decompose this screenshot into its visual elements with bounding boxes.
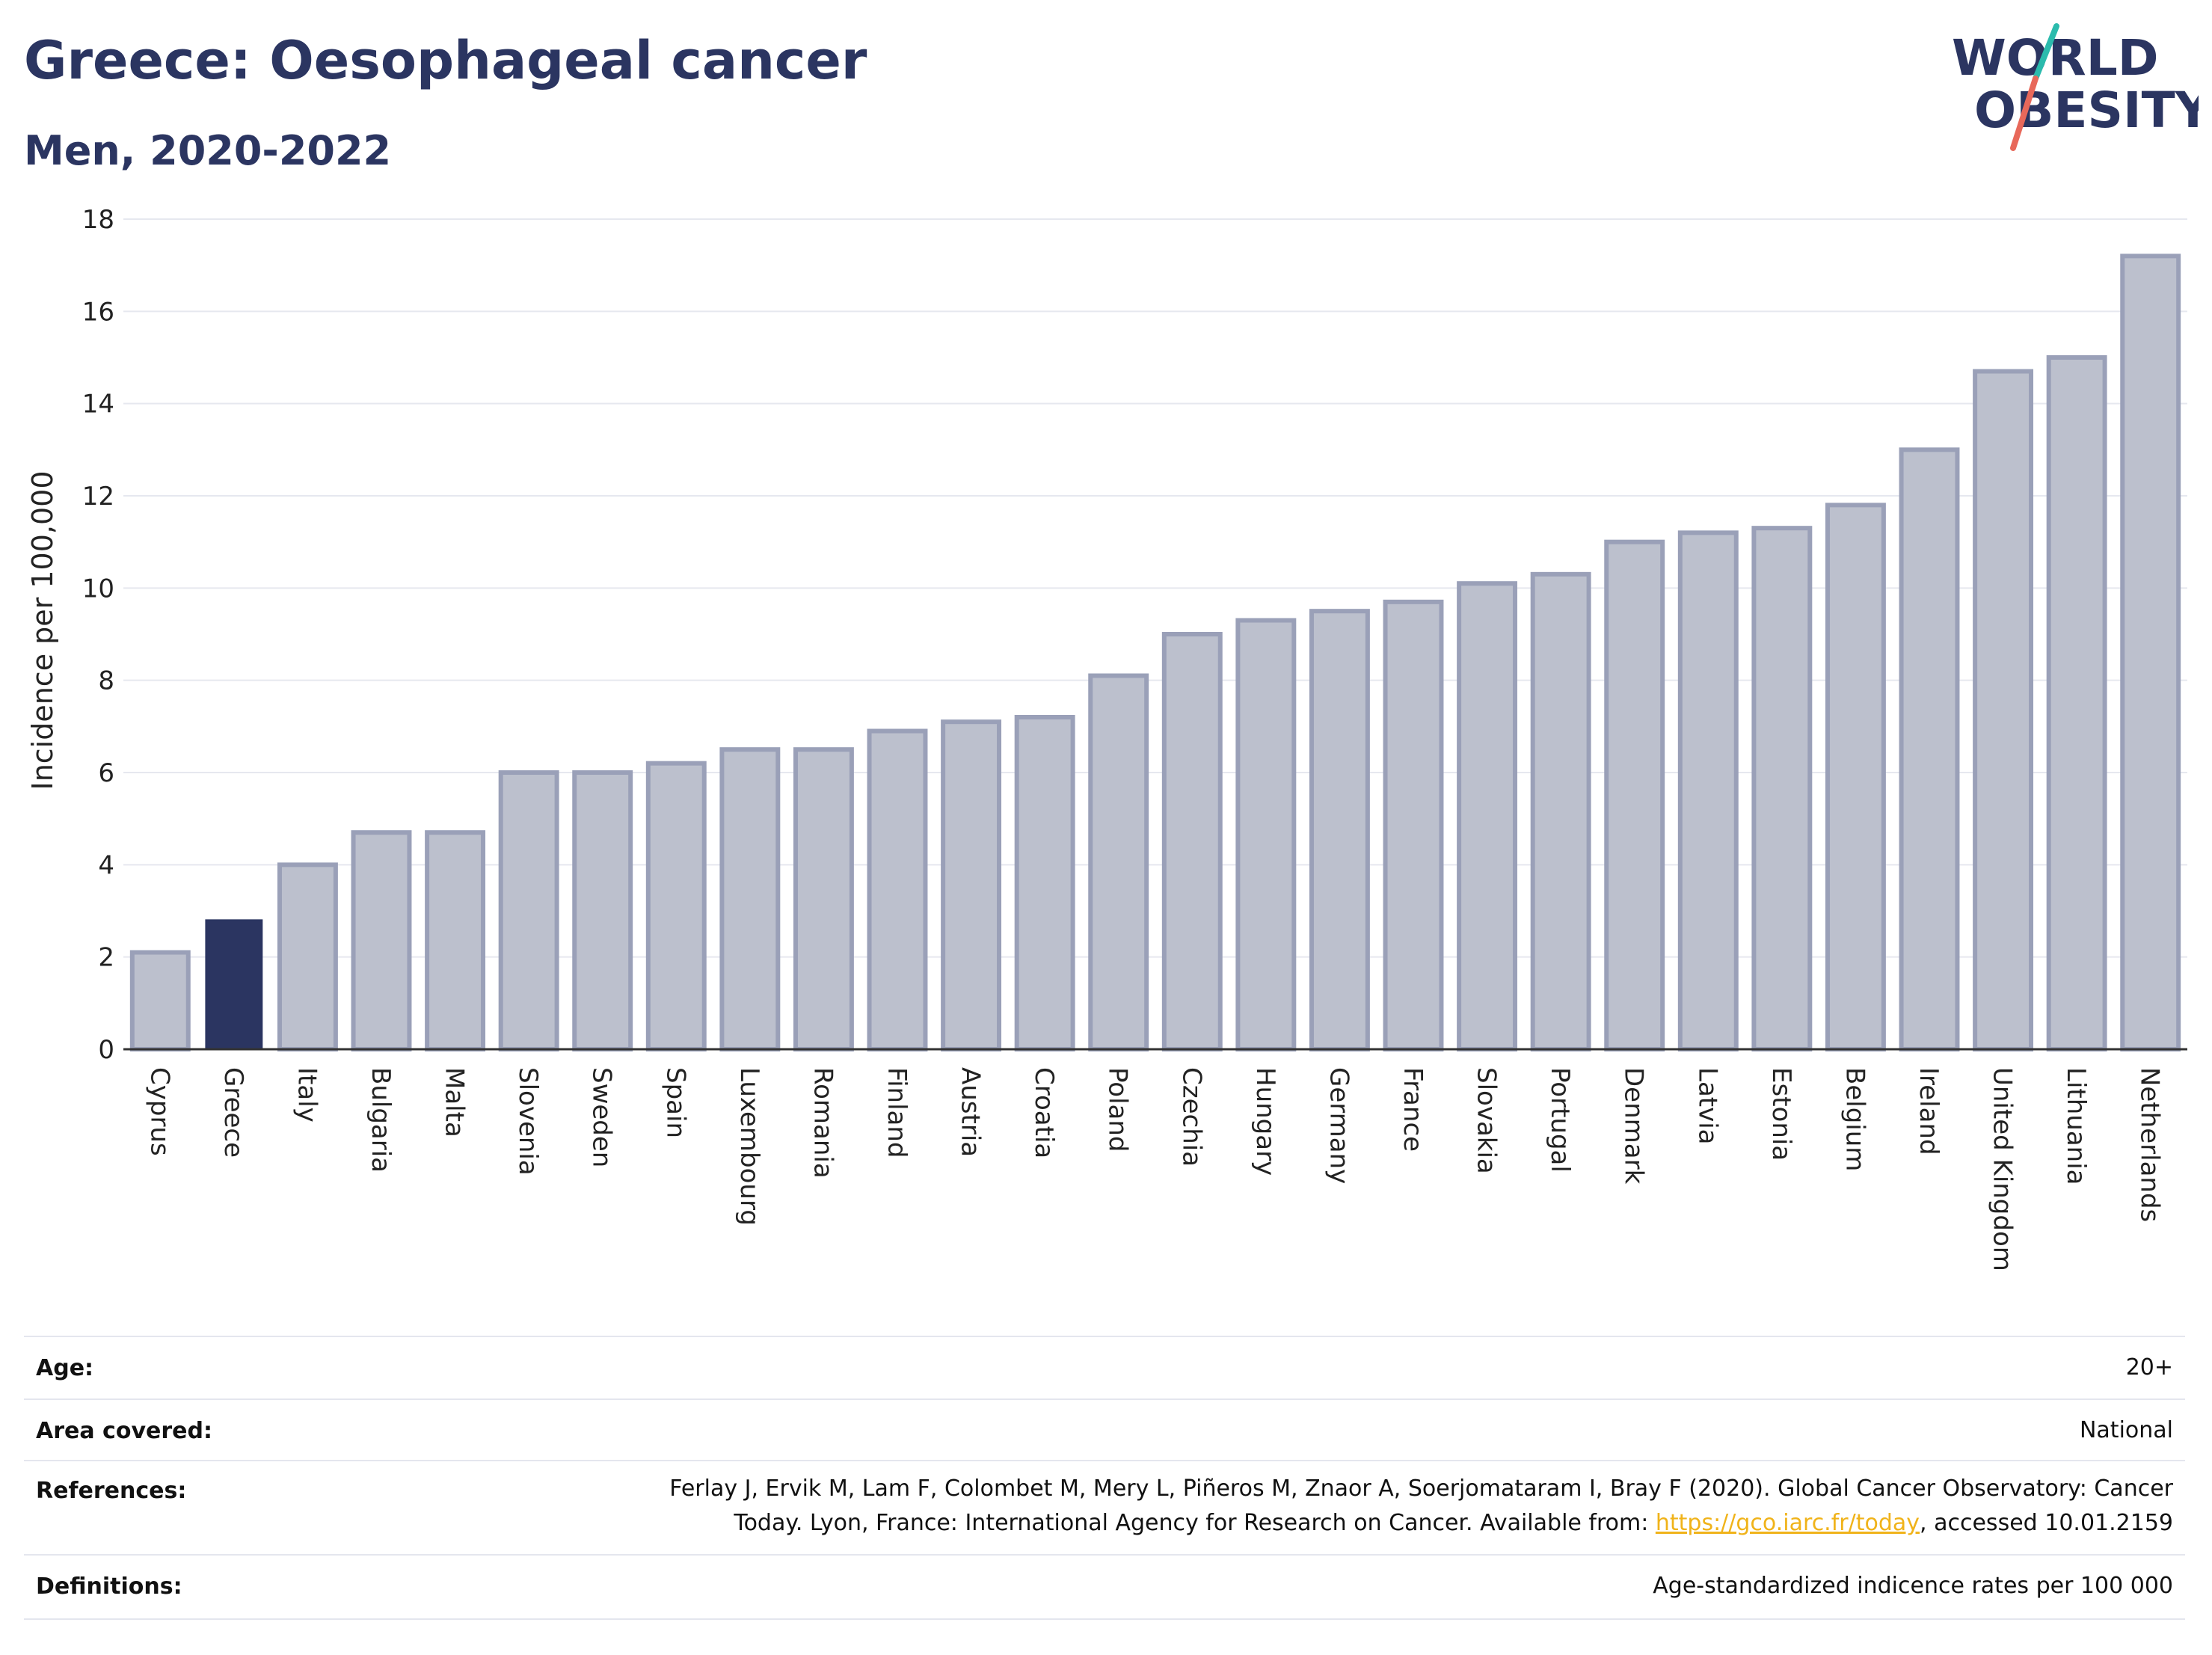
bar-bulgaria: [351, 830, 412, 1051]
bar-croatia: [1014, 715, 1075, 1051]
x-tick-label: Latvia: [1692, 1067, 1722, 1145]
x-tick-label: Portugal: [1545, 1067, 1575, 1173]
meta-row-age: Age: 20+: [24, 1337, 2185, 1398]
x-tick-label: Spain: [660, 1067, 690, 1138]
x-tick-label: Cyprus: [144, 1067, 174, 1156]
age-value: 20+: [2125, 1354, 2173, 1381]
x-tick-label: Poland: [1103, 1067, 1133, 1152]
y-tick-label: 4: [98, 850, 114, 880]
references-line-2: Today. Lyon, France: International Agenc…: [669, 1506, 2173, 1541]
references-label: References:: [36, 1478, 187, 1504]
bar-united-kingdom: [1973, 369, 2034, 1051]
x-tick-label: Lithuania: [2061, 1067, 2091, 1185]
x-tick-label: Italy: [292, 1067, 322, 1123]
x-tick-label: Malta: [440, 1067, 470, 1137]
x-tick-label: Estonia: [1766, 1067, 1796, 1161]
meta-row-references: References: Ferlay J, Ervik M, Lam F, Co…: [24, 1460, 2185, 1556]
x-tick-label: Austria: [956, 1067, 986, 1157]
bar-malta: [425, 830, 486, 1051]
bar-luxembourg: [719, 747, 781, 1052]
bar-lithuania: [2046, 355, 2107, 1051]
bar-denmark: [1604, 539, 1665, 1051]
references-value: Ferlay J, Ervik M, Lam F, Colombet M, Me…: [669, 1472, 2173, 1541]
x-tick-label: Ireland: [1914, 1067, 1944, 1155]
bar-ireland: [1899, 447, 1960, 1051]
y-tick-label: 10: [82, 574, 114, 604]
bar-greece: [205, 919, 263, 1051]
bar-poland: [1088, 673, 1149, 1051]
y-axis-label: Incidence per 100,000: [26, 470, 59, 790]
meta-row-area: Area covered: National: [24, 1398, 2185, 1461]
bar-slovenia: [498, 770, 559, 1051]
y-tick-label: 6: [98, 758, 114, 788]
bar-estonia: [1751, 526, 1813, 1051]
x-tick-label: Czechia: [1176, 1067, 1206, 1167]
bar-austria: [941, 719, 1002, 1052]
area-label: Area covered:: [36, 1418, 212, 1444]
references-text-after-link: , accessed 10.01.2159: [1920, 1510, 2173, 1536]
x-tick-label: Belgium: [1840, 1067, 1870, 1171]
y-tick-label: 16: [82, 297, 114, 327]
bar-belgium: [1825, 503, 1886, 1051]
y-tick-label: 12: [82, 482, 114, 512]
bar-portugal: [1530, 571, 1591, 1051]
references-text-before-link: Today. Lyon, France: International Agenc…: [734, 1510, 1656, 1536]
y-tick-label: 18: [82, 205, 114, 235]
bar-slovakia: [1457, 581, 1518, 1051]
x-tick-label: France: [1398, 1067, 1428, 1152]
bar-netherlands: [2120, 254, 2181, 1051]
meta-row-definitions: Definitions: Age-standardized indicence …: [24, 1554, 2185, 1620]
logo-word-obesity: OBESITY: [1974, 82, 2199, 139]
y-tick-label: 2: [98, 943, 114, 973]
chart-title: Greece: Oesophageal cancer: [24, 30, 867, 91]
area-value: National: [2079, 1417, 2173, 1443]
bar-france: [1383, 599, 1444, 1051]
x-tick-label: United Kingdom: [1988, 1067, 2018, 1271]
x-tick-label: Croatia: [1029, 1067, 1059, 1158]
y-tick-label: 8: [98, 666, 114, 696]
x-tick-label: Sweden: [587, 1067, 617, 1167]
bar-hungary: [1235, 618, 1297, 1051]
bar-italy: [277, 862, 338, 1052]
x-tick-label: Netherlands: [2135, 1067, 2165, 1222]
metadata-table: Age: 20+ Area covered: National Referenc…: [24, 1336, 2185, 1620]
x-tick-label: Luxembourg: [734, 1067, 764, 1226]
bar-spain: [645, 761, 707, 1052]
x-tick-label: Slovenia: [513, 1067, 543, 1176]
references-link[interactable]: https://gco.iarc.fr/today: [1655, 1510, 1920, 1536]
bar-czechia: [1161, 632, 1223, 1051]
x-tick-label: Germany: [1324, 1067, 1354, 1184]
bar-finland: [867, 728, 928, 1051]
bar-romania: [793, 747, 854, 1052]
bar-germany: [1309, 609, 1370, 1051]
world-obesity-logo: WORLD OBESITY: [1952, 23, 2199, 151]
logo-word-world: WORLD: [1952, 29, 2159, 87]
y-tick-label: 14: [82, 390, 114, 420]
bar-cyprus: [129, 950, 191, 1051]
bar-chart: 0 2 4 6 8 10 12 14 16 18 Incidence per 100,000 Cypr…: [26, 205, 2187, 1271]
x-tick-label: Slovakia: [1472, 1067, 1502, 1174]
logo-slash-red: [2010, 76, 2039, 151]
logo-slash-teal: [2033, 23, 2059, 82]
y-tick-label: 0: [98, 1035, 114, 1065]
bar-latvia: [1677, 530, 1739, 1051]
x-tick-label: Romania: [808, 1067, 838, 1179]
x-tick-label: Finland: [882, 1067, 912, 1158]
x-tick-label: Hungary: [1250, 1067, 1280, 1176]
x-tick-label: Denmark: [1619, 1067, 1649, 1185]
x-tick-label: Greece: [218, 1067, 248, 1158]
definitions-value: Age-standardized indicence rates per 100…: [1653, 1573, 2173, 1599]
x-tick-label: Bulgaria: [366, 1067, 396, 1173]
age-label: Age:: [36, 1355, 94, 1381]
bar-sweden: [572, 770, 633, 1051]
chart-subtitle: Men, 2020-2022: [24, 127, 392, 174]
definitions-label: Definitions:: [36, 1573, 182, 1600]
references-line-1: Ferlay J, Ervik M, Lam F, Colombet M, Me…: [669, 1476, 2173, 1502]
